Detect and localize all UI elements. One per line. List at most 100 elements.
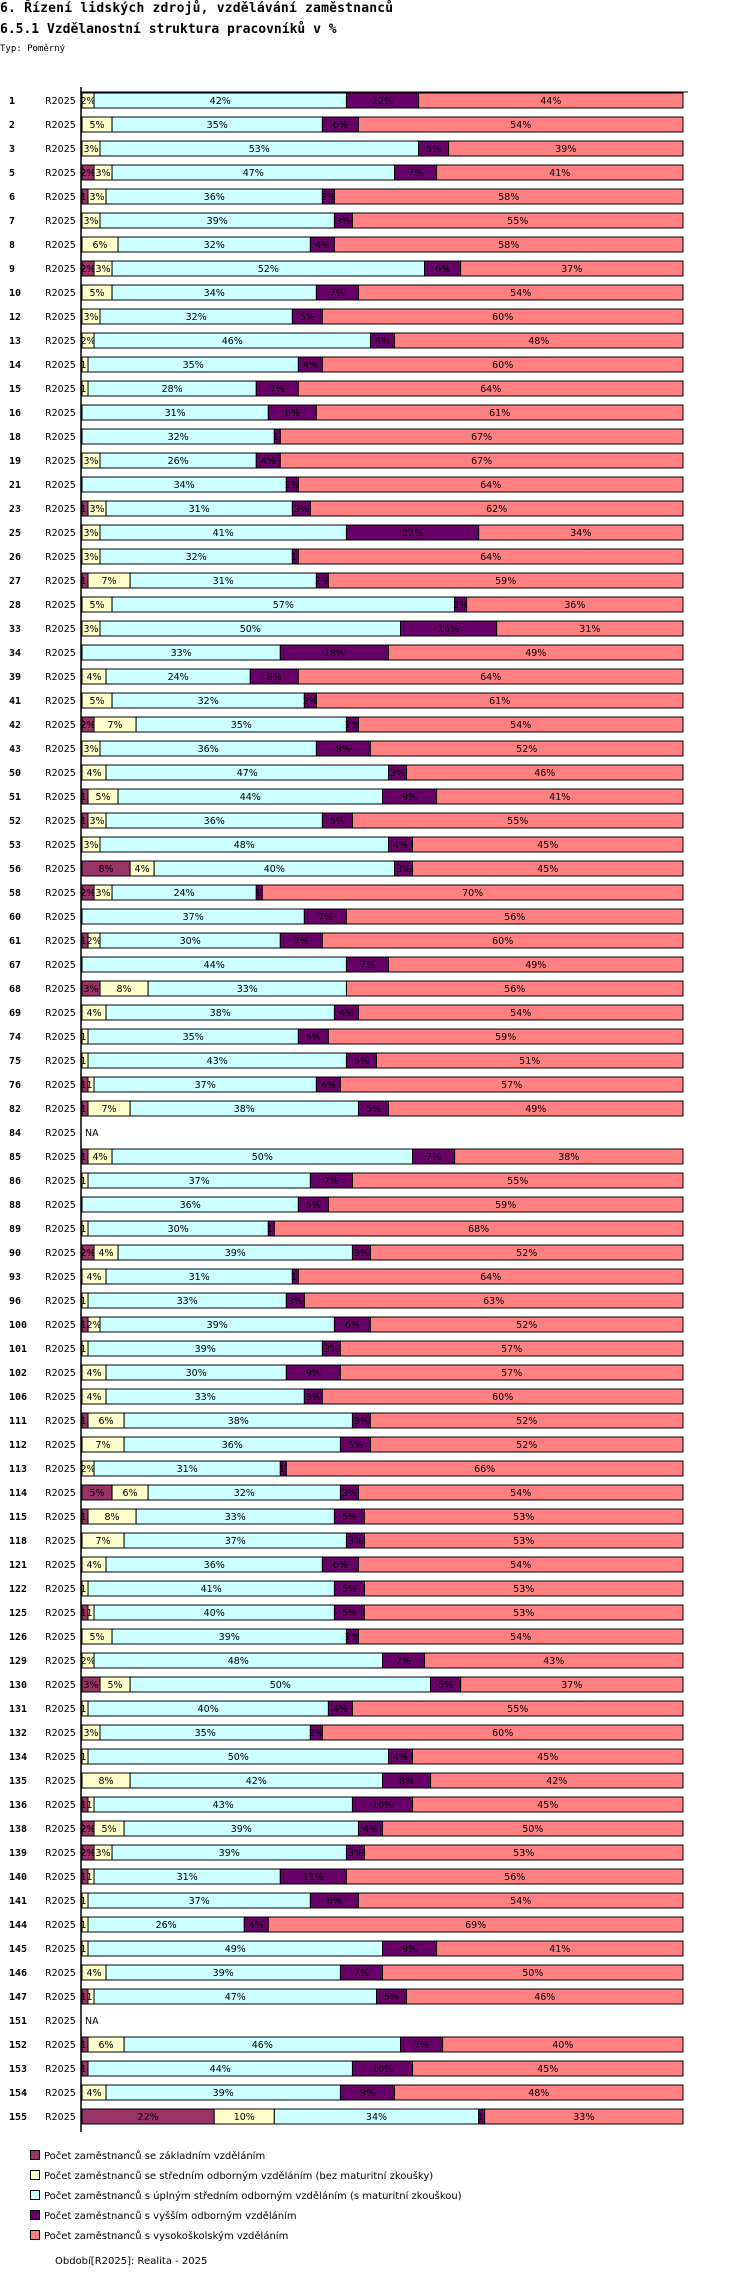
bar-value-label: 1. <box>80 2064 89 2075</box>
row-id-label: 39 <box>9 672 21 683</box>
row-id-label: 135 <box>9 1776 27 1787</box>
bar-value-label: 56% <box>504 912 525 923</box>
bar-value-label: 3% <box>95 1848 110 1859</box>
bar-segment <box>466 596 684 613</box>
bar-value-label: 53% <box>513 1512 534 1523</box>
bar-value-label: 40% <box>198 1704 219 1715</box>
bar-segment <box>345 1868 684 1885</box>
bar-row: 122 R2025 1. 41% 5% 53% <box>9 1580 684 1597</box>
bar-value-label: 64% <box>480 1272 501 1283</box>
row-period-label: R2025 <box>45 240 76 251</box>
row-id-label: 5 <box>9 168 15 179</box>
bar-value-label: 44% <box>540 96 561 107</box>
bar-row: 111 R2025 1. 6% 38% 3% 52% <box>9 1412 684 1429</box>
bar-value-label: 60% <box>492 360 513 371</box>
row-period-label: R2025 <box>45 1896 76 1907</box>
bar-value-label: 1. <box>80 1752 89 1763</box>
bar-segment <box>285 1460 684 1477</box>
bar-row: 75 R2025 1. 43% 5% 51% <box>9 1052 684 1069</box>
bar-value-label: 35% <box>207 120 228 131</box>
bar-value-label: 62% <box>486 504 507 515</box>
bar-value-label: 3% <box>348 1848 363 1859</box>
row-period-label: R2025 <box>45 1080 76 1091</box>
bar-value-label: 59% <box>495 576 516 587</box>
bar-row: 14 R2025 1. 35% 4% 60% <box>9 356 684 373</box>
bar-segment <box>369 1412 684 1429</box>
bar-value-label: 7% <box>294 936 309 947</box>
bar-row: 9 R2025 2% 3% 52% 6% 37% <box>9 260 684 277</box>
bar-row: 41 R2025 5% 32% 2% 61% <box>9 692 684 709</box>
bar-row: 88 R2025 36% 5% 59% <box>9 1196 684 1213</box>
bar-value-label: 33% <box>177 1296 198 1307</box>
bar-value-label: 9% <box>336 744 351 755</box>
legend-swatch <box>30 2150 40 2160</box>
bar-value-label: 33% <box>171 648 192 659</box>
bar-row: 28 R2025 5% 57% 2% 36% <box>9 596 684 613</box>
bar-segment <box>406 764 684 781</box>
bar-value-label: 41% <box>549 168 570 179</box>
bar-value-label: 32% <box>234 1488 255 1499</box>
bar-value-label: 8% <box>267 672 282 683</box>
row-id-label: 10 <box>9 288 21 299</box>
bar-segment <box>496 620 684 637</box>
bar-row: 26 R2025 3% 32% 1. 64% <box>9 548 684 565</box>
bar-value-label: 1. <box>80 1512 89 1523</box>
bar-value-label: 6% <box>435 264 450 275</box>
row-period-label: R2025 <box>45 432 76 443</box>
row-period-label: R2025 <box>45 1536 76 1547</box>
bar-segment <box>303 1292 684 1309</box>
row-period-label: R2025 <box>45 1632 76 1643</box>
bar-segment <box>357 1892 684 1909</box>
bar-segment <box>357 716 684 733</box>
bar-value-label: 38% <box>228 1416 249 1427</box>
bar-value-label: 59% <box>495 1032 516 1043</box>
bar-value-label: 3% <box>336 216 351 227</box>
bar-segment <box>279 452 684 469</box>
row-period-label: R2025 <box>45 648 76 659</box>
bar-value-label: 39% <box>219 1632 240 1643</box>
bar-segment <box>327 1196 684 1213</box>
row-id-label: 7 <box>9 216 15 227</box>
bar-row: 21 R2025 34% 2% 64% <box>9 476 684 493</box>
bar-value-label: 2% <box>80 1656 95 1667</box>
row-period-label: R2025 <box>45 672 76 683</box>
bar-row: 8 R2025 6% 32% 4% 58% <box>9 236 684 253</box>
bar-segment <box>460 1676 684 1693</box>
bar-value-label: 42% <box>246 1776 267 1787</box>
row-id-label: 125 <box>9 1608 27 1619</box>
bar-value-label: 64% <box>480 672 501 683</box>
bar-row: 146 R2025 4% 39% 7% 50% <box>9 1964 684 1981</box>
bar-value-label: 36% <box>198 744 219 755</box>
bar-segment <box>351 212 684 229</box>
bar-value-label: 8% <box>99 1776 114 1787</box>
bar-value-label: 40% <box>204 1608 225 1619</box>
bar-row: 67 R2025 44% 7% 49% <box>9 956 684 973</box>
bar-segment <box>460 260 684 277</box>
bar-value-label: 5% <box>342 1608 357 1619</box>
bar-value-label: 2% <box>80 1464 95 1475</box>
bar-segment <box>267 1916 684 1933</box>
bar-value-label: 35% <box>183 360 204 371</box>
bar-segment <box>430 1772 684 1789</box>
bar-value-label: 1. <box>80 360 89 371</box>
bar-value-label: 11% <box>303 1872 324 1883</box>
bar-value-label: 70% <box>462 888 483 899</box>
bar-segment <box>351 1172 684 1189</box>
row-id-label: 147 <box>9 1992 27 2003</box>
bar-value-label: 37% <box>561 264 582 275</box>
bar-value-label: 3% <box>83 624 98 635</box>
row-id-label: 155 <box>9 2112 27 2123</box>
bar-value-label: 4% <box>86 768 101 779</box>
bar-segment <box>363 1580 684 1597</box>
bar-row: 147 R2025 1.1. 47% 5% 46% <box>9 1988 684 2005</box>
row-id-label: 58 <box>9 888 21 899</box>
bar-value-label: 50% <box>252 1152 273 1163</box>
bars-layer: 1 R2025 2% 42% 12% 44%2 R2025 5% 35% 6% 54%3 R2025 3… <box>9 92 684 2125</box>
bar-value-label: 4% <box>393 1752 408 1763</box>
bar-segment <box>273 1220 684 1237</box>
bar-value-label: 5% <box>426 144 441 155</box>
bar-segment <box>388 956 684 973</box>
row-period-label: R2025 <box>45 288 76 299</box>
bar-value-label: 32% <box>204 240 225 251</box>
bar-value-label: 38% <box>210 1008 231 1019</box>
